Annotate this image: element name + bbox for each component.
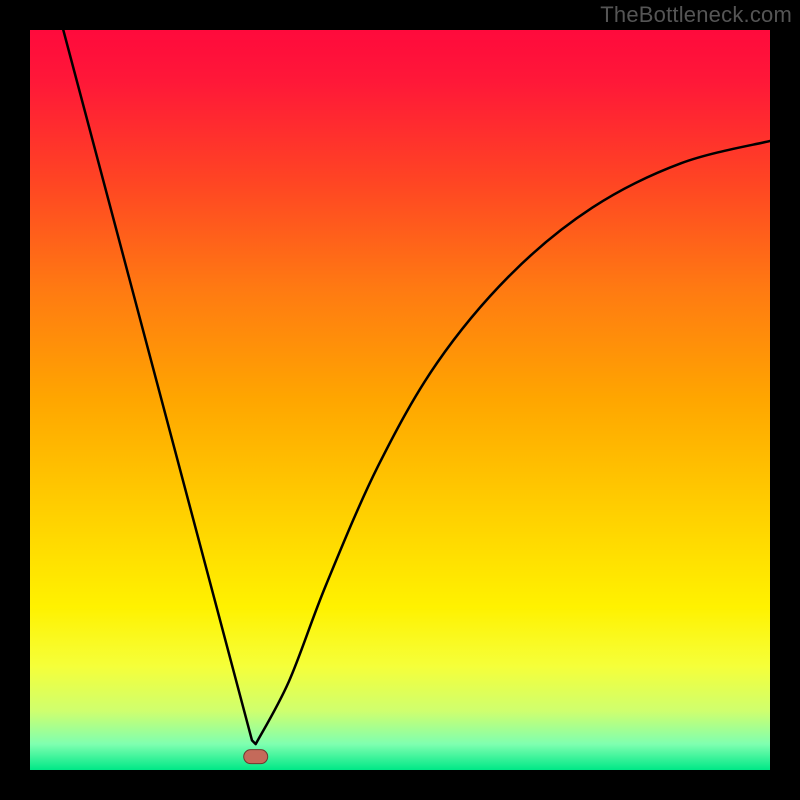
chart-overlay-svg: [0, 0, 800, 800]
minimum-marker: [244, 750, 268, 764]
bottleneck-curve: [63, 30, 770, 744]
watermark-text: TheBottleneck.com: [600, 2, 792, 28]
outer-frame: TheBottleneck.com: [0, 0, 800, 800]
